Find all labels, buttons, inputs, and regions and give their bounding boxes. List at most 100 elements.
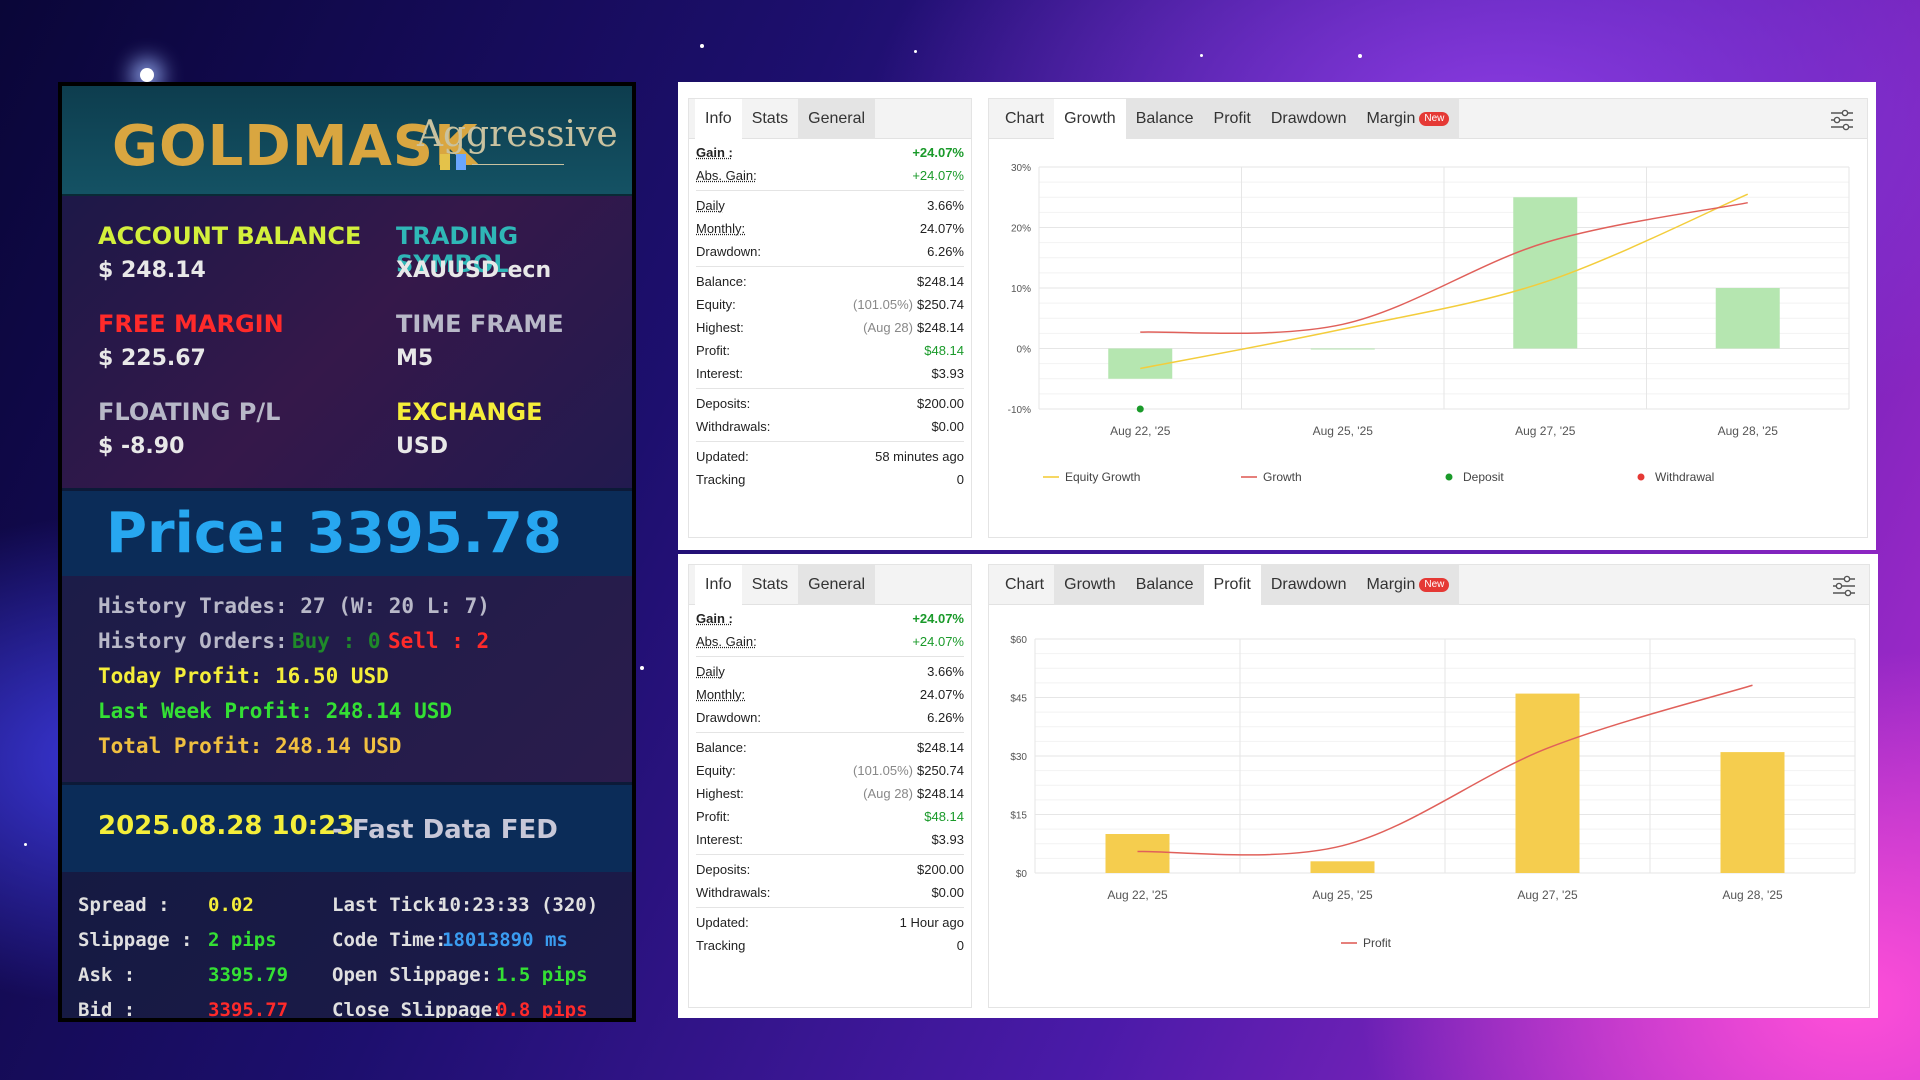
interest-value: $3.93 [931, 366, 964, 381]
equity-value: $250.74 [917, 763, 964, 778]
tab-general[interactable]: General [798, 98, 876, 139]
tab-margin-label: Margin [1366, 109, 1416, 127]
settings-sliders-icon[interactable] [1829, 109, 1855, 131]
ask-value: 3395.79 [208, 964, 289, 986]
tab-info[interactable]: Info [695, 564, 742, 605]
series-line [1140, 193, 1749, 370]
daily-label[interactable]: Daily [696, 198, 725, 213]
price-banner: Price: 3395.78 [62, 488, 632, 576]
deposit-point [1136, 405, 1144, 413]
free-margin-value: $ 225.67 [98, 346, 206, 371]
bar [1715, 288, 1780, 349]
tab-general[interactable]: General [798, 564, 876, 605]
highest-label: Highest: [696, 320, 744, 335]
bar [1515, 693, 1580, 873]
tracking-value: 0 [956, 472, 964, 487]
monthly-label[interactable]: Monthly: [696, 687, 746, 702]
interest-label: Interest: [696, 832, 743, 847]
tab-chart[interactable]: Chart [1005, 575, 1045, 593]
drawdown-label: Drawdown: [696, 710, 762, 725]
gain-label[interactable]: Gain : [696, 145, 733, 160]
drawdown-value: 6.26% [927, 244, 964, 259]
tab-profit[interactable]: Profit [1203, 98, 1261, 139]
last-tick-value: 10:23:33 (320) [438, 894, 599, 916]
bid-value: 3395.77 [208, 999, 289, 1021]
stats-list: Gain : +24.07% Abs. Gain: +24.07% Daily 3.6… [689, 141, 971, 491]
tab-drawdown[interactable]: Drawdown [1260, 564, 1357, 605]
tab-balance[interactable]: Balance [1125, 564, 1204, 605]
spread-value: 0.02 [208, 894, 254, 916]
tab-info[interactable]: Info [695, 98, 742, 139]
y-tick-label: -10% [1008, 405, 1031, 416]
tab-margin[interactable]: Margin New [1356, 98, 1460, 139]
tab-balance[interactable]: Balance [1125, 98, 1204, 139]
open-slippage-label: Open Slippage: [332, 964, 493, 986]
balance-value: $248.14 [917, 740, 964, 755]
bar [1513, 197, 1578, 349]
info-tabs: Info Stats General [689, 98, 971, 139]
history-orders-buy: Buy : 0 [292, 629, 381, 653]
highest-value: $248.14 [917, 320, 964, 335]
profit-label: Profit: [696, 809, 730, 824]
abs-gain-label[interactable]: Abs. Gain: [696, 168, 757, 183]
star [1358, 54, 1362, 58]
account-balance-label: ACCOUNT BALANCE [98, 222, 362, 250]
abs-gain-value: +24.07% [912, 634, 964, 649]
x-tick-label: Aug 25, '25 [1313, 424, 1374, 438]
code-time-label: Code Time: [332, 929, 447, 951]
tab-stats[interactable]: Stats [751, 109, 789, 127]
gain-value: +24.07% [912, 145, 964, 160]
tab-margin[interactable]: Margin New [1356, 564, 1460, 605]
bar [1108, 348, 1173, 379]
tab-drawdown[interactable]: Drawdown [1260, 98, 1357, 139]
ea-header: GOLDMASK Aggressive [62, 86, 632, 196]
deposits-label: Deposits: [696, 862, 751, 877]
interest-label: Interest: [696, 366, 743, 381]
exchange-label: EXCHANGE [396, 398, 543, 426]
updated-value: 1 Hour ago [899, 915, 964, 930]
gain-label[interactable]: Gain : [696, 611, 733, 626]
time-frame-label: TIME FRAME [396, 310, 564, 338]
exchange-value: USD [396, 434, 448, 459]
withdrawals-value: $0.00 [931, 419, 964, 434]
divider [696, 656, 964, 657]
x-tick-label: Aug 22, '25 [1110, 424, 1171, 438]
new-badge: New [1419, 111, 1450, 126]
bar [1310, 348, 1375, 350]
equity-label: Equity: [696, 297, 736, 312]
legend-label: Profit [1363, 936, 1392, 950]
legend-swatch [1445, 473, 1453, 481]
datetime-banner: 2025.08.28 10:23 - Fast Data FED [62, 782, 632, 872]
chart-tabs: Chart Growth Balance Profit Drawdown Mar… [989, 98, 1867, 139]
tracking-label: Tracking [696, 472, 746, 487]
balance-value: $248.14 [917, 274, 964, 289]
tab-stats[interactable]: Stats [751, 575, 789, 593]
close-slippage-label: Close Slippage: [332, 999, 504, 1021]
x-tick-label: Aug 28, '25 [1718, 424, 1779, 438]
history-orders-label: History Orders: [98, 629, 288, 653]
daily-value: 3.66% [927, 198, 964, 213]
legend-label: Withdrawal [1655, 470, 1714, 484]
abs-gain-label[interactable]: Abs. Gain: [696, 634, 757, 649]
tab-growth[interactable]: Growth [1054, 98, 1126, 139]
chart-panel: Chart Growth Balance Profit Drawdown Mar… [988, 564, 1870, 1008]
tab-chart[interactable]: Chart [1005, 109, 1045, 127]
tab-growth[interactable]: Growth [1054, 564, 1126, 605]
daily-label[interactable]: Daily [696, 664, 725, 679]
y-tick-label: 0% [1017, 345, 1032, 356]
datetime-value: 2025.08.28 10:23 [98, 811, 355, 841]
legend-label: Equity Growth [1065, 470, 1140, 484]
y-tick-label: $30 [1010, 752, 1027, 763]
free-margin-label: FREE MARGIN [98, 310, 284, 338]
info-tabs: Info Stats General [689, 564, 971, 605]
tab-profit[interactable]: Profit [1203, 564, 1261, 605]
y-tick-label: 20% [1011, 224, 1031, 235]
myfxbook-widget-bottom: Info Stats General Gain : +24.07% Abs. Ga… [678, 554, 1878, 1018]
balance-label: Balance: [696, 274, 747, 289]
settings-sliders-icon[interactable] [1831, 575, 1857, 597]
drawdown-value: 6.26% [927, 710, 964, 725]
profit-value: $48.14 [924, 809, 964, 824]
gain-value: +24.07% [912, 611, 964, 626]
abs-gain-value: +24.07% [912, 168, 964, 183]
monthly-label[interactable]: Monthly: [696, 221, 746, 236]
